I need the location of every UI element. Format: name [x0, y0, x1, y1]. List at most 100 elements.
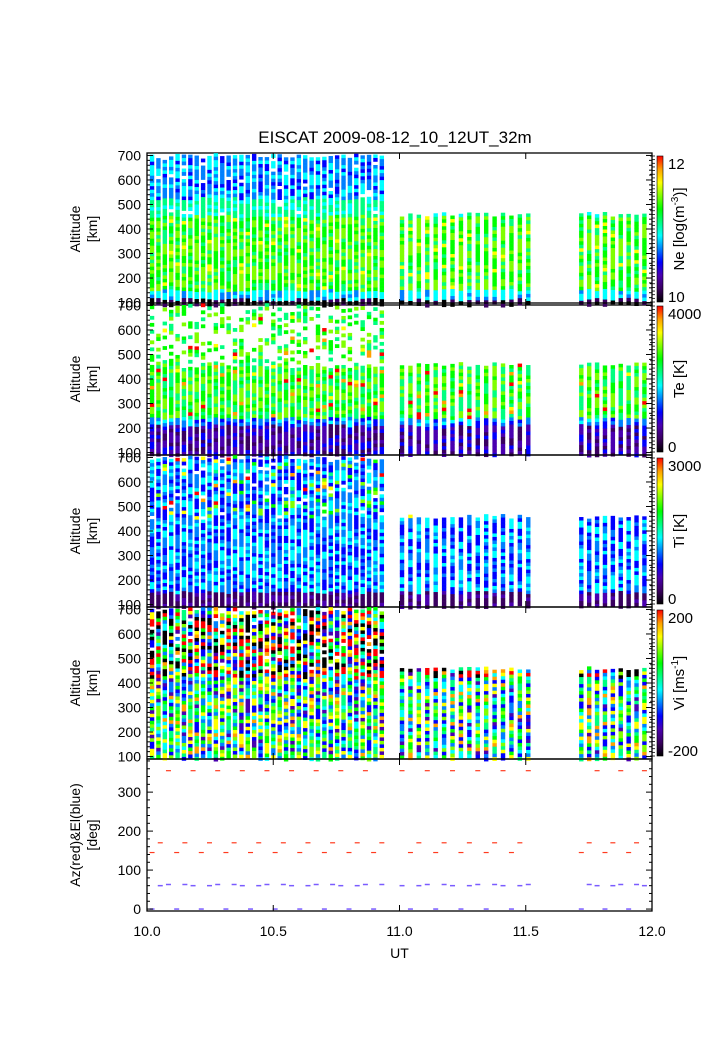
data-cell	[594, 407, 600, 412]
data-cell	[441, 219, 447, 224]
data-cell	[271, 276, 276, 281]
data-cell	[492, 240, 497, 245]
data-cell	[360, 190, 365, 195]
data-cell	[168, 229, 174, 234]
data-cell	[162, 541, 168, 545]
data-cell	[277, 384, 282, 389]
data-cell	[264, 443, 270, 448]
data-cell	[207, 439, 212, 444]
data-cell	[194, 579, 199, 583]
data-cell	[483, 411, 489, 416]
data-cell	[232, 349, 238, 353]
data-cell	[475, 424, 480, 429]
data-cell	[467, 422, 472, 427]
data-cell	[290, 427, 295, 432]
data-cell	[366, 367, 372, 372]
data-cell	[220, 422, 225, 427]
data-cell	[156, 584, 161, 589]
data-cell	[602, 219, 608, 223]
data-cell	[168, 316, 174, 321]
data-cell	[168, 383, 174, 388]
data-cell	[188, 578, 193, 583]
data-column	[162, 307, 168, 455]
data-cell	[149, 203, 155, 208]
data-cell	[156, 580, 161, 585]
data-cell	[149, 196, 155, 201]
data-cell	[492, 233, 497, 238]
data-cell	[315, 307, 321, 311]
data-cell	[245, 298, 250, 303]
data-cell	[634, 302, 639, 307]
data-cell	[271, 196, 276, 200]
data-cell	[579, 413, 584, 418]
data-cell	[586, 443, 592, 447]
data-cell	[341, 221, 346, 225]
data-cell	[328, 357, 333, 362]
data-cell	[408, 383, 413, 387]
data-cell	[315, 394, 321, 399]
data-cell	[483, 390, 489, 395]
data-cell	[610, 272, 616, 277]
data-cell	[602, 261, 608, 265]
data-cell	[188, 483, 193, 488]
data-cell	[618, 412, 623, 417]
data-cell	[579, 382, 584, 386]
data-cell	[162, 170, 168, 175]
data-cell	[181, 587, 187, 592]
data-cell	[334, 221, 340, 226]
data-cell	[296, 416, 302, 421]
data-cell	[610, 372, 616, 377]
data-cell	[354, 290, 359, 295]
data-column	[586, 211, 592, 307]
data-cell	[626, 297, 631, 302]
data-cell	[213, 198, 219, 203]
data-cell	[328, 275, 333, 279]
data-cell	[408, 411, 413, 415]
data-cell	[360, 323, 365, 328]
data-cell	[175, 482, 180, 487]
data-cell	[220, 194, 225, 199]
data-cell	[579, 251, 584, 256]
data-cell	[277, 157, 282, 162]
data-cell	[366, 287, 372, 292]
data-cell	[492, 435, 497, 440]
data-cell	[450, 250, 455, 255]
data-cell	[467, 212, 472, 217]
data-cell	[232, 391, 238, 395]
data-column	[441, 212, 447, 308]
data-cell	[354, 188, 359, 193]
data-cell	[232, 342, 238, 346]
data-cell	[149, 189, 155, 194]
data-column	[366, 311, 372, 456]
data-cell	[347, 322, 353, 327]
data-cell	[207, 475, 212, 480]
data-cell	[232, 176, 238, 180]
data-cell	[194, 600, 199, 604]
data-cell	[366, 203, 372, 208]
data-cell	[360, 449, 365, 454]
data-cell	[188, 245, 193, 250]
data-cell	[149, 287, 155, 292]
data-cell	[220, 373, 225, 378]
data-cell	[408, 258, 413, 263]
data-column	[239, 154, 244, 306]
data-cell	[303, 420, 308, 425]
data-cell	[220, 564, 225, 569]
data-column	[162, 457, 168, 608]
data-cell	[450, 395, 455, 400]
data-cell	[586, 366, 592, 370]
data-cell	[175, 157, 180, 162]
data-cell	[264, 199, 270, 203]
data-cell	[207, 386, 212, 391]
data-cell	[366, 406, 372, 411]
data-cell	[258, 411, 263, 416]
data-cell	[594, 383, 600, 388]
data-cell	[379, 187, 385, 191]
data-column	[602, 365, 608, 457]
data-cell	[239, 370, 244, 375]
data-cell	[341, 424, 346, 429]
data-cell	[347, 262, 353, 267]
data-cell	[251, 167, 257, 172]
data-cell	[226, 155, 231, 160]
data-cell	[200, 270, 206, 275]
